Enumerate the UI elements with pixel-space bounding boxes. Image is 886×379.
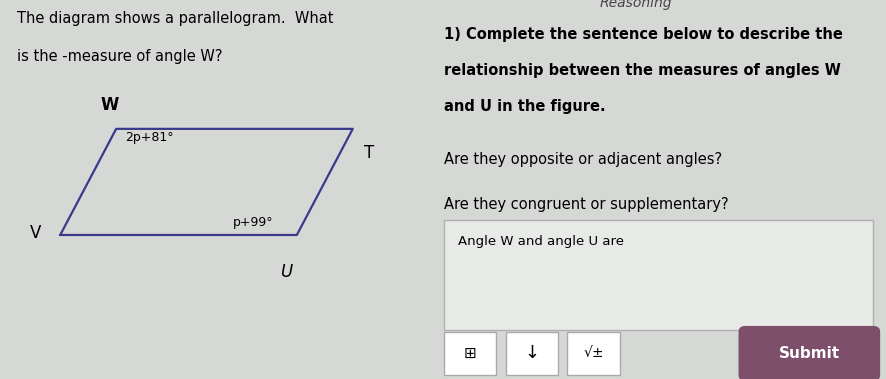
FancyBboxPatch shape bbox=[738, 326, 879, 379]
Text: Reasoning: Reasoning bbox=[599, 0, 672, 10]
FancyBboxPatch shape bbox=[443, 332, 496, 375]
Text: Are they congruent or supplementary?: Are they congruent or supplementary? bbox=[443, 197, 727, 212]
Text: V: V bbox=[29, 224, 41, 242]
Text: √±: √± bbox=[583, 346, 603, 360]
Text: Angle W and angle U are: Angle W and angle U are bbox=[457, 235, 623, 248]
Text: U: U bbox=[280, 263, 291, 281]
Text: relationship between the measures of angles W: relationship between the measures of ang… bbox=[443, 63, 840, 78]
Text: Submit: Submit bbox=[778, 346, 839, 361]
Text: Are they opposite or adjacent angles?: Are they opposite or adjacent angles? bbox=[443, 152, 721, 167]
Text: ↓: ↓ bbox=[524, 345, 539, 362]
FancyBboxPatch shape bbox=[443, 220, 873, 330]
Text: p+99°: p+99° bbox=[232, 216, 273, 229]
Text: W: W bbox=[100, 96, 119, 114]
FancyBboxPatch shape bbox=[505, 332, 557, 375]
Text: T: T bbox=[363, 144, 373, 163]
Text: 2p+81°: 2p+81° bbox=[125, 131, 173, 144]
Text: The diagram shows a parallelogram.  What: The diagram shows a parallelogram. What bbox=[17, 11, 333, 27]
Text: ⊞: ⊞ bbox=[463, 346, 476, 361]
Text: and U in the figure.: and U in the figure. bbox=[443, 99, 605, 114]
Text: 1) Complete the sentence below to describe the: 1) Complete the sentence below to descri… bbox=[443, 27, 842, 42]
FancyBboxPatch shape bbox=[567, 332, 619, 375]
Text: is the ­measure of angle W?: is the ­measure of angle W? bbox=[17, 49, 222, 64]
